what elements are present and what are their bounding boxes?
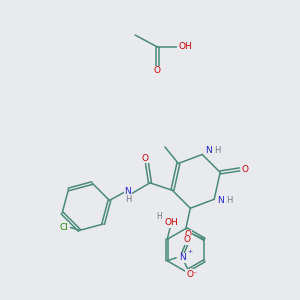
Text: H: H [156,212,162,221]
Text: H: H [125,195,131,204]
Text: O: O [186,270,193,279]
Text: O: O [184,236,191,244]
Text: OH: OH [178,43,192,52]
Text: +: + [188,249,193,254]
Text: N: N [124,187,131,196]
Text: O: O [184,230,191,239]
Text: ⁻: ⁻ [193,270,197,279]
Text: OH: OH [165,218,178,227]
Text: O: O [154,66,161,75]
Text: N: N [218,196,224,205]
Text: H: H [214,146,220,155]
Text: N: N [206,146,212,155]
Text: O: O [242,165,248,174]
Text: O: O [141,154,148,163]
Text: H: H [226,196,232,205]
Text: N: N [179,253,185,262]
Text: Cl: Cl [59,223,68,232]
